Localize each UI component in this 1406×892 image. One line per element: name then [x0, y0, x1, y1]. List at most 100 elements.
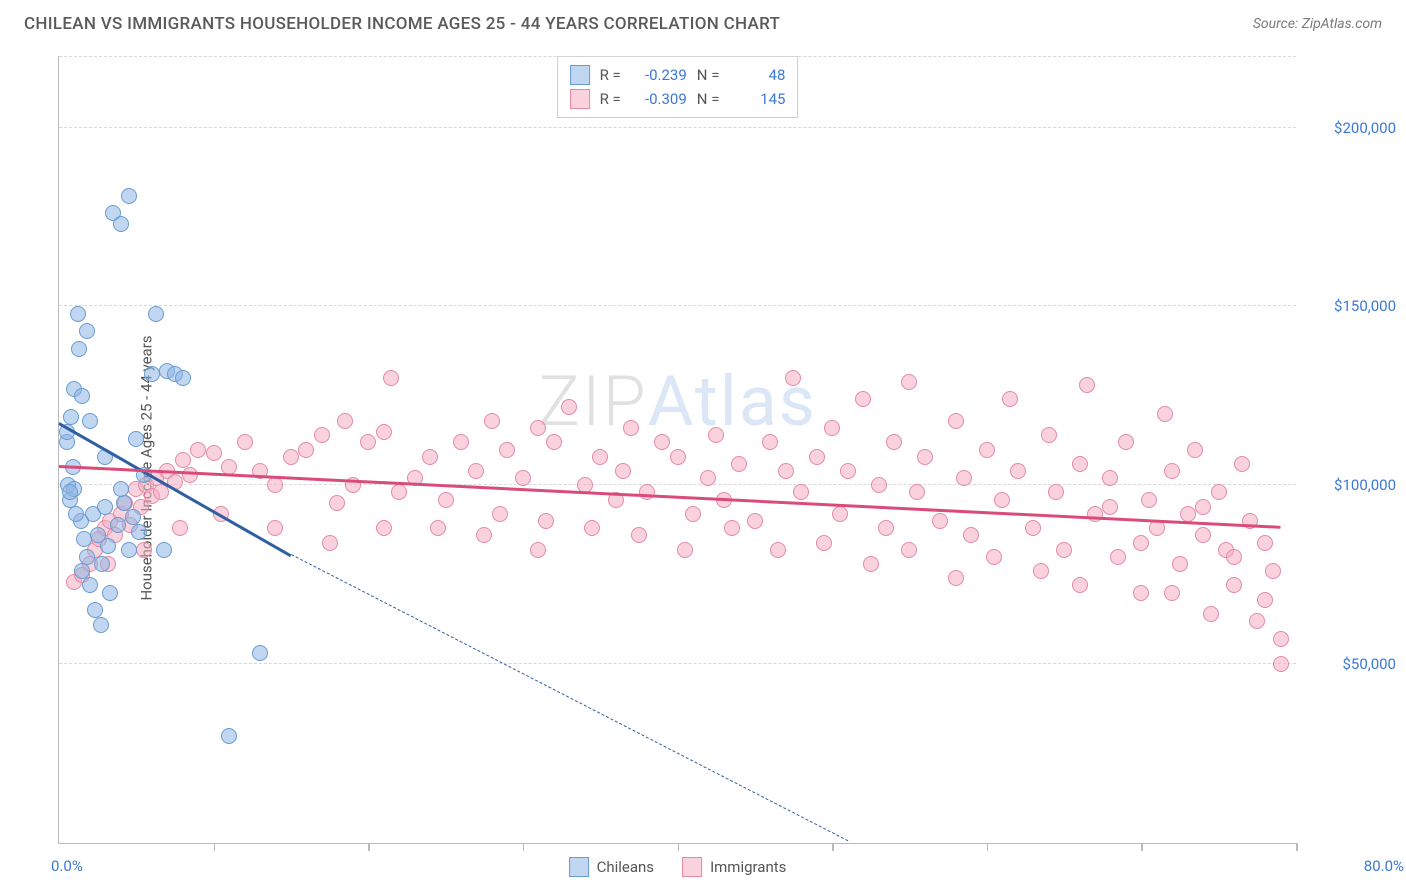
data-point [283, 449, 299, 465]
data-point [128, 431, 144, 447]
data-point [1249, 613, 1265, 629]
data-point [654, 434, 670, 450]
x-tick [1296, 843, 1298, 851]
data-point [267, 520, 283, 536]
data-point [1257, 535, 1273, 551]
data-point [917, 449, 933, 465]
data-point [785, 370, 801, 386]
watermark: ZIPAtlas [538, 361, 817, 443]
legend-label-chileans: Chileans [597, 858, 654, 876]
x-tick [368, 843, 370, 851]
data-point [1033, 563, 1049, 579]
swatch-chileans-icon [569, 857, 589, 877]
data-point [623, 420, 639, 436]
data-point [144, 366, 160, 382]
data-point [584, 520, 600, 536]
data-point [1195, 499, 1211, 515]
data-point [322, 535, 338, 551]
chart-title: CHILEAN VS IMMIGRANTS HOUSEHOLDER INCOME… [24, 14, 780, 34]
swatch-immigrants-icon [682, 857, 702, 877]
data-point [1141, 492, 1157, 508]
chart-container: Householder Income Ages 25 - 44 years ZI… [0, 44, 1406, 892]
data-point [102, 585, 118, 601]
data-point [376, 424, 392, 440]
x-tick [987, 843, 989, 851]
data-point [468, 463, 484, 479]
data-point [1072, 456, 1088, 472]
data-point [172, 520, 188, 536]
y-tick-label: $150,000 [1306, 297, 1396, 315]
data-point [1226, 549, 1242, 565]
data-point [1118, 434, 1134, 450]
data-point [136, 542, 152, 558]
data-point [832, 506, 848, 522]
data-point [778, 463, 794, 479]
data-point [816, 535, 832, 551]
data-point [886, 434, 902, 450]
data-point [1010, 463, 1026, 479]
trend-line [290, 554, 848, 842]
y-tick-label: $200,000 [1306, 119, 1396, 137]
swatch-chileans-icon [570, 65, 590, 85]
data-point [360, 434, 376, 450]
data-point [1172, 556, 1188, 572]
data-point [1157, 406, 1173, 422]
data-point [110, 517, 126, 533]
data-point [639, 484, 655, 500]
data-point [963, 527, 979, 543]
data-point [840, 463, 856, 479]
data-point [221, 728, 237, 744]
data-point [909, 484, 925, 500]
data-point [1257, 592, 1273, 608]
data-point [79, 323, 95, 339]
legend-item-chileans: Chileans [569, 857, 654, 877]
data-point [700, 470, 716, 486]
data-point [1025, 520, 1041, 536]
data-point [93, 617, 109, 633]
data-point [1265, 563, 1281, 579]
data-point [762, 434, 778, 450]
gridline: $150,000 [59, 305, 1296, 306]
data-point [1211, 484, 1227, 500]
data-point [94, 556, 110, 572]
data-point [74, 388, 90, 404]
data-point [329, 495, 345, 511]
stats-legend-box: R = -0.239 N = 48 R = -0.309 N = 145 [557, 56, 799, 118]
bottom-legend: Chileans Immigrants [569, 857, 787, 877]
data-point [1226, 577, 1242, 593]
x-tick [214, 843, 216, 851]
data-point [383, 370, 399, 386]
data-point [530, 542, 546, 558]
data-point [538, 513, 554, 529]
x-axis-start-label: 0.0% [51, 857, 83, 875]
data-point [979, 442, 995, 458]
data-point [121, 542, 137, 558]
gridline [59, 56, 1296, 57]
data-point [100, 538, 116, 554]
n-value-chileans: 48 [729, 66, 785, 84]
data-point [1273, 631, 1289, 647]
data-point [376, 520, 392, 536]
data-point [453, 434, 469, 450]
data-point [1110, 549, 1126, 565]
data-point [476, 527, 492, 543]
stats-row-chileans: R = -0.239 N = 48 [570, 63, 786, 87]
data-point [175, 370, 191, 386]
data-point [793, 484, 809, 500]
data-point [1234, 456, 1250, 472]
data-point [1133, 585, 1149, 601]
data-point [592, 449, 608, 465]
data-point [1164, 463, 1180, 479]
r-value-chileans: -0.239 [631, 66, 687, 84]
data-point [1203, 606, 1219, 622]
data-point [1072, 577, 1088, 593]
data-point [1002, 391, 1018, 407]
data-point [1056, 542, 1072, 558]
data-point [1133, 535, 1149, 551]
data-point [1180, 506, 1196, 522]
data-point [113, 481, 129, 497]
data-point [824, 420, 840, 436]
data-point [422, 449, 438, 465]
data-point [71, 341, 87, 357]
data-point [1273, 656, 1289, 672]
